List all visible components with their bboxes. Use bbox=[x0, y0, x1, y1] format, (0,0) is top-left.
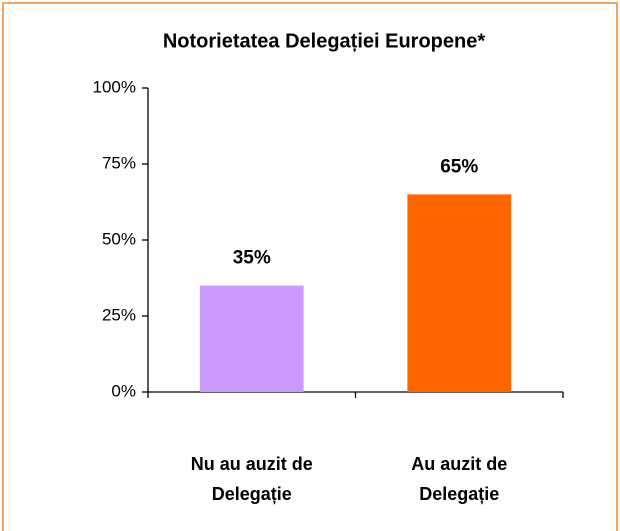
x-tick-label: Delegație bbox=[419, 484, 499, 504]
y-tick-label: 25% bbox=[102, 305, 136, 324]
chart-title: Notorietatea Delegației Europene* bbox=[163, 30, 486, 52]
x-tick-label: Delegație bbox=[212, 484, 292, 504]
y-tick-label: 75% bbox=[102, 153, 136, 172]
y-tick-label: 0% bbox=[111, 381, 136, 400]
data-label: 65% bbox=[440, 156, 478, 177]
bar bbox=[407, 194, 512, 392]
data-label: 35% bbox=[233, 248, 271, 269]
x-tick-label: Au auzit de bbox=[411, 454, 507, 474]
x-tick-label: Nu au auzit de bbox=[191, 454, 313, 474]
bar bbox=[199, 285, 304, 392]
y-tick-label: 50% bbox=[102, 229, 136, 248]
y-tick-label: 100% bbox=[93, 77, 136, 96]
